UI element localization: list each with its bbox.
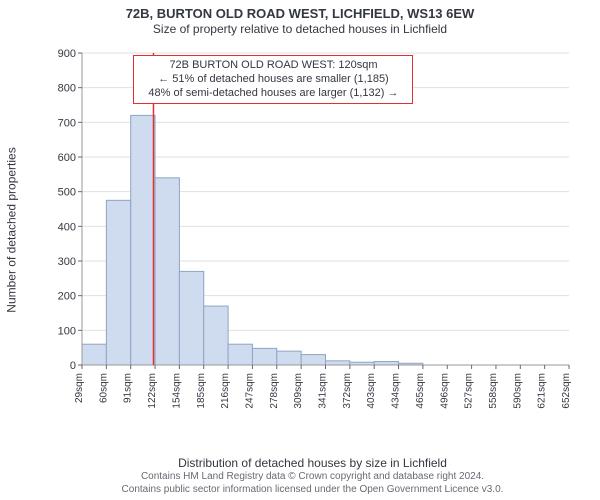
svg-text:60sqm: 60sqm bbox=[98, 373, 109, 403]
svg-text:200: 200 bbox=[58, 291, 76, 303]
svg-text:278sqm: 278sqm bbox=[269, 373, 280, 409]
copyright-line1: Contains HM Land Registry data © Crown c… bbox=[50, 471, 575, 484]
annotation-line1: 72B BURTON OLD ROAD WEST: 120sqm bbox=[140, 59, 406, 73]
annotation-line3: 48% of semi-detached houses are larger (… bbox=[140, 87, 406, 101]
copyright: Contains HM Land Registry data © Crown c… bbox=[50, 471, 575, 496]
annotation-box: 72B BURTON OLD ROAD WEST: 120sqm ← 51% o… bbox=[133, 55, 413, 104]
bar bbox=[277, 351, 301, 365]
plot-area: 0 100 200 300 400 500 600 700 800 900 29sqm 60sqm 91… bbox=[50, 45, 575, 415]
bar bbox=[131, 115, 155, 365]
svg-text:465sqm: 465sqm bbox=[415, 373, 426, 409]
bar bbox=[204, 306, 228, 365]
svg-text:300: 300 bbox=[58, 256, 76, 268]
svg-text:558sqm: 558sqm bbox=[488, 373, 499, 409]
svg-text:527sqm: 527sqm bbox=[464, 373, 475, 409]
bar bbox=[179, 271, 203, 365]
svg-text:590sqm: 590sqm bbox=[512, 373, 523, 409]
svg-text:100: 100 bbox=[58, 325, 76, 337]
chart-title: 72B, BURTON OLD ROAD WEST, LICHFIELD, WS… bbox=[0, 0, 600, 22]
svg-text:700: 700 bbox=[58, 117, 76, 129]
svg-text:216sqm: 216sqm bbox=[220, 373, 231, 409]
bar bbox=[326, 361, 350, 365]
svg-text:621sqm: 621sqm bbox=[537, 373, 548, 409]
svg-text:496sqm: 496sqm bbox=[439, 373, 450, 409]
svg-text:500: 500 bbox=[58, 187, 76, 199]
svg-text:247sqm: 247sqm bbox=[244, 373, 255, 409]
bar bbox=[252, 348, 276, 365]
svg-text:122sqm: 122sqm bbox=[147, 373, 158, 409]
bar bbox=[106, 200, 130, 365]
svg-text:91sqm: 91sqm bbox=[123, 373, 134, 403]
y-axis-label-wrap: Number of detached properties bbox=[2, 45, 22, 415]
bar bbox=[82, 344, 106, 365]
bar bbox=[374, 362, 398, 365]
svg-text:154sqm: 154sqm bbox=[171, 373, 182, 409]
annotation-line2: ← 51% of detached houses are smaller (1,… bbox=[140, 73, 406, 87]
bar bbox=[228, 344, 252, 365]
copyright-line2: Contains public sector information licen… bbox=[50, 484, 575, 497]
svg-text:341sqm: 341sqm bbox=[318, 373, 329, 409]
svg-text:600: 600 bbox=[58, 152, 76, 164]
bar bbox=[301, 355, 325, 365]
svg-text:400: 400 bbox=[58, 221, 76, 233]
y-axis-label: Number of detached properties bbox=[5, 147, 19, 312]
chart-subtitle: Size of property relative to detached ho… bbox=[0, 22, 600, 36]
svg-text:0: 0 bbox=[70, 360, 76, 372]
x-axis-label: Distribution of detached houses by size … bbox=[50, 456, 575, 470]
chart-container: 72B, BURTON OLD ROAD WEST, LICHFIELD, WS… bbox=[0, 0, 600, 500]
svg-text:900: 900 bbox=[58, 48, 76, 60]
svg-text:29sqm: 29sqm bbox=[74, 373, 85, 403]
svg-text:652sqm: 652sqm bbox=[561, 373, 572, 409]
svg-text:434sqm: 434sqm bbox=[391, 373, 402, 409]
svg-text:403sqm: 403sqm bbox=[366, 373, 377, 409]
svg-text:800: 800 bbox=[58, 83, 76, 95]
svg-text:185sqm: 185sqm bbox=[196, 373, 207, 409]
svg-text:372sqm: 372sqm bbox=[342, 373, 353, 409]
svg-text:309sqm: 309sqm bbox=[293, 373, 304, 409]
bar bbox=[155, 178, 179, 365]
